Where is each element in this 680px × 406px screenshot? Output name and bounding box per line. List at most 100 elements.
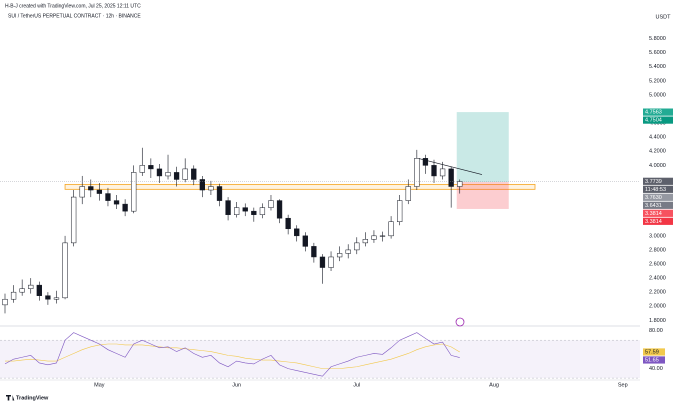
rsi-label-box: [643, 348, 665, 356]
candle-body: [457, 181, 463, 187]
y-tick-label: 5.4000: [649, 64, 666, 70]
candle-body: [251, 210, 257, 215]
x-tick-label: Jul: [353, 382, 360, 388]
candle-body: [88, 186, 94, 191]
candle-body: [362, 239, 369, 244]
candle-body: [431, 165, 437, 177]
price-label-box: [643, 201, 673, 209]
y-tick-label: 4.4000: [649, 135, 666, 141]
candle-body: [70, 196, 77, 244]
target-zone: [456, 112, 509, 183]
y-tick-label: 5.2000: [649, 78, 666, 84]
price-label: 4.7563: [645, 110, 662, 116]
credit: H-B-J created with TradingView.com, Jul …: [5, 3, 141, 9]
candle-body: [371, 235, 377, 240]
candle-body: [302, 235, 308, 247]
y-tick-label: 2.4000: [649, 276, 666, 282]
candle-body: [405, 186, 411, 201]
price-label-box: [643, 217, 673, 225]
candle-body: [148, 165, 154, 170]
candle-body: [139, 165, 145, 173]
candle-body: [182, 168, 188, 180]
event-badge: [455, 317, 465, 327]
y-tick-label: 5.0000: [649, 92, 666, 98]
price-label-box: [643, 116, 673, 124]
candle-body: [96, 189, 103, 194]
price-label: 3.3814: [645, 219, 662, 225]
candle-body: [36, 284, 42, 296]
rsi-line: [4, 332, 460, 377]
candle-body: [354, 242, 360, 251]
y-tick-label: 3.0000: [649, 233, 666, 239]
price-label: 3.7630: [645, 195, 662, 201]
candle-body: [28, 284, 34, 289]
candle-body: [388, 221, 394, 237]
candle-body: [208, 186, 214, 191]
rsi-label: 51.65: [645, 357, 659, 363]
candle-body: [242, 207, 248, 212]
candle-body: [345, 249, 351, 254]
y-tick-label: 2.0000: [649, 304, 666, 310]
candle-body: [414, 158, 420, 187]
candle-body: [173, 172, 180, 180]
candle-body: [379, 235, 386, 237]
candle-body: [191, 168, 197, 180]
price-label-box: [643, 209, 673, 217]
y-tick-label: 4.0000: [649, 163, 666, 169]
y-tick-label: 2.2000: [649, 290, 666, 296]
rsi-label: 57.59: [645, 349, 659, 355]
candle-body: [448, 168, 454, 187]
trendline: [417, 158, 483, 175]
symbol: SUI / TetherUS PERPETUAL CONTRACT · 12h …: [8, 13, 141, 19]
y-tick-label: 5.6000: [649, 50, 666, 56]
candle-body: [53, 297, 60, 300]
candle-body: [319, 256, 326, 268]
rsi-tick-label: 40.00: [649, 366, 663, 372]
candle-body: [199, 179, 205, 191]
candle-body: [268, 200, 274, 208]
y-tick-label: 5.8000: [649, 36, 666, 42]
zone: [64, 183, 536, 190]
candle-body: [422, 158, 429, 166]
candle-body: [397, 200, 403, 222]
candle-body: [122, 203, 128, 212]
candle-body: [311, 246, 317, 258]
countdown-box: [643, 185, 673, 193]
rsi-line: [5, 343, 460, 369]
candle-body: [62, 242, 68, 299]
candle-body: [259, 207, 266, 215]
rsi-tick-label: 80.00: [649, 328, 663, 334]
footer: TradingView: [16, 395, 49, 401]
candle-body: [276, 200, 283, 219]
x-tick-label: Jun: [232, 382, 241, 388]
candle-body: [294, 228, 300, 237]
price-label: 4.7504: [645, 118, 662, 124]
x-tick-label: May: [94, 382, 105, 388]
countdown: 11:48:53: [645, 187, 666, 193]
y-tick-label: 1.8000: [649, 318, 666, 324]
candle-body: [285, 217, 291, 230]
candle-body: [10, 291, 17, 300]
price-label-box: [643, 108, 673, 116]
rsi-band: [0, 340, 640, 379]
price-label: 3.6431: [645, 203, 662, 209]
candle-body: [165, 172, 171, 177]
price-label-box: [643, 177, 673, 185]
candle-body: [328, 256, 334, 268]
candle-body: [45, 295, 51, 300]
currency: USDT: [656, 14, 672, 20]
candle-body: [336, 253, 343, 258]
y-tick-label: 2.8000: [649, 247, 666, 253]
candle-body: [19, 288, 25, 293]
rsi-label-box: [643, 356, 665, 364]
candle-body: [156, 168, 163, 177]
candle-body: [439, 168, 446, 177]
stop-zone: [456, 182, 509, 209]
logo: [6, 395, 15, 401]
candle-body: [225, 200, 231, 215]
candle-body: [105, 193, 111, 201]
price-label: 3.3814: [645, 211, 662, 217]
y-tick-label: 2.6000: [649, 261, 666, 267]
candle-body: [113, 200, 120, 205]
